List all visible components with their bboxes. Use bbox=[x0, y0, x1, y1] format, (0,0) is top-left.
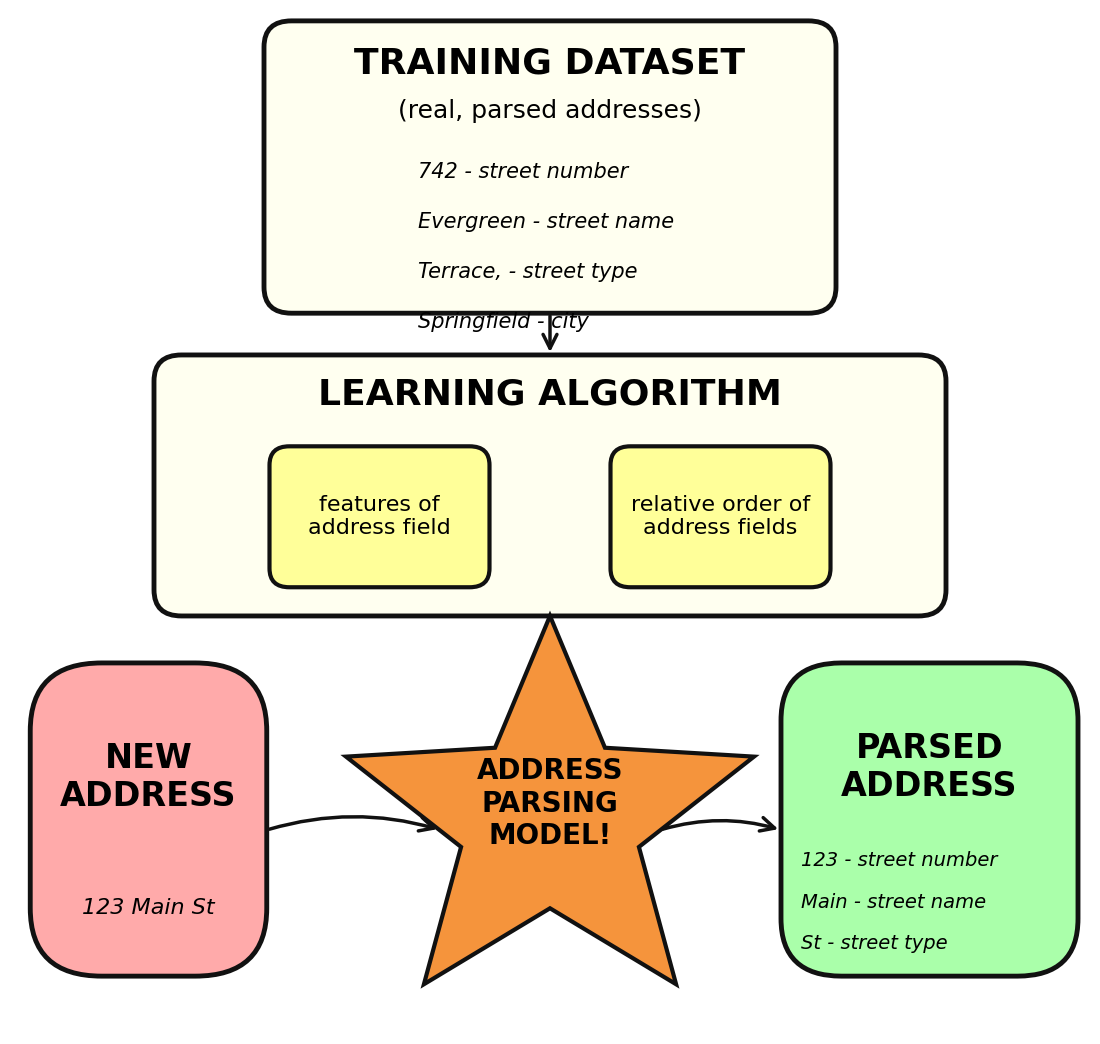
Text: Springfield - city: Springfield - city bbox=[418, 312, 588, 332]
Text: PARSED
ADDRESS: PARSED ADDRESS bbox=[842, 732, 1018, 803]
Text: LEARNING ALGORITHM: LEARNING ALGORITHM bbox=[318, 378, 782, 412]
Text: 742 - street number: 742 - street number bbox=[418, 162, 628, 182]
FancyBboxPatch shape bbox=[264, 21, 836, 313]
Text: NEW
ADDRESS: NEW ADDRESS bbox=[60, 742, 236, 813]
Text: 123 Main St: 123 Main St bbox=[82, 898, 214, 919]
Text: Evergreen - street name: Evergreen - street name bbox=[418, 212, 674, 232]
FancyBboxPatch shape bbox=[154, 355, 946, 616]
Text: TRAINING DATASET: TRAINING DATASET bbox=[354, 47, 746, 81]
Text: relative order of
address fields: relative order of address fields bbox=[631, 495, 810, 539]
Text: (real, parsed addresses): (real, parsed addresses) bbox=[398, 99, 702, 123]
FancyBboxPatch shape bbox=[781, 663, 1078, 976]
Polygon shape bbox=[346, 616, 754, 984]
Text: St - street type: St - street type bbox=[801, 934, 947, 953]
Text: 123 - street number: 123 - street number bbox=[801, 851, 998, 870]
Text: ADDRESS
PARSING
MODEL!: ADDRESS PARSING MODEL! bbox=[476, 758, 624, 850]
Text: features of
address field: features of address field bbox=[308, 495, 451, 539]
Text: Terrace, - street type: Terrace, - street type bbox=[418, 262, 638, 282]
FancyBboxPatch shape bbox=[610, 447, 830, 587]
Text: Main - street name: Main - street name bbox=[801, 893, 986, 911]
FancyBboxPatch shape bbox=[31, 663, 266, 976]
FancyBboxPatch shape bbox=[270, 447, 490, 587]
